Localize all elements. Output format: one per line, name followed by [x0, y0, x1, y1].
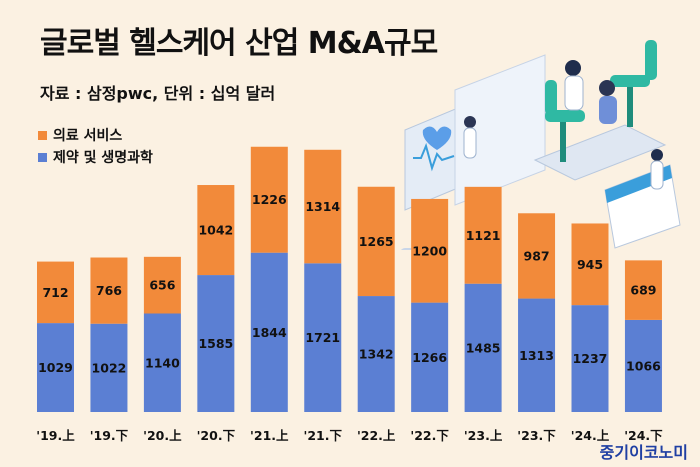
- data-label-pharma-4: 1844: [252, 325, 287, 340]
- data-label-pharma-8: 1485: [466, 340, 501, 355]
- bar-pharma-7: [411, 302, 449, 412]
- x-tick-label-10: '24.上: [571, 428, 610, 443]
- x-tick-label-7: '22.下: [410, 428, 449, 443]
- data-label-medical-services-5: 1314: [305, 199, 340, 214]
- data-label-medical-services-3: 1042: [198, 223, 233, 238]
- legend-swatch-pharma: [38, 152, 47, 162]
- data-label-medical-services-4: 1226: [252, 192, 287, 207]
- x-tick-label-2: '20.上: [143, 428, 182, 443]
- bar-medical-services-3: [197, 185, 235, 276]
- x-tick-label-6: '22.上: [357, 428, 396, 443]
- x-tick-label-0: '19.上: [36, 428, 75, 443]
- bar-medical-services-8: [464, 186, 502, 284]
- data-label-medical-services-9: 987: [524, 248, 550, 263]
- x-tick-label-9: '23.下: [517, 428, 556, 443]
- data-label-medical-services-11: 689: [630, 283, 656, 298]
- legend-label-pharma: 제약 및 생명과학: [53, 150, 153, 166]
- legend-item-pharma: 제약 및 생명과학: [38, 146, 153, 168]
- data-label-medical-services-6: 1265: [359, 234, 394, 249]
- data-label-medical-services-0: 712: [42, 285, 68, 300]
- x-tick-label-5: '21.下: [304, 428, 343, 443]
- data-label-pharma-6: 1342: [359, 347, 394, 362]
- bar-medical-services-10: [571, 223, 609, 306]
- bar-pharma-3: [197, 275, 235, 412]
- data-label-pharma-1: 1022: [92, 360, 127, 375]
- bar-pharma-2: [143, 313, 181, 412]
- x-tick-label-4: '21.上: [250, 428, 289, 443]
- x-tick-label-8: '23.上: [464, 428, 503, 443]
- chart-source-unit: 자료 : 삼정pwc, 단위 : 십억 달러: [40, 84, 276, 103]
- bar-pharma-4: [250, 252, 288, 412]
- data-label-pharma-2: 1140: [145, 355, 180, 370]
- legend-label-medical-services: 의료 서비스: [53, 128, 123, 144]
- bar-pharma-6: [357, 296, 395, 412]
- bar-medical-services-4: [250, 146, 288, 253]
- legend-item-medical-services: 의료 서비스: [38, 124, 153, 146]
- bar-medical-services-0: [37, 261, 74, 324]
- bar-medical-services-11: [624, 260, 662, 320]
- bar-medical-services-6: [357, 186, 395, 297]
- bar-pharma-10: [571, 305, 609, 412]
- bar-pharma-5: [304, 263, 342, 412]
- data-label-pharma-3: 1585: [198, 336, 233, 351]
- data-label-pharma-9: 1313: [519, 348, 554, 363]
- bar-pharma-1: [90, 323, 128, 412]
- data-label-medical-services-7: 1200: [412, 243, 447, 258]
- data-label-pharma-7: 1266: [412, 350, 447, 365]
- data-label-medical-services-8: 1121: [466, 228, 501, 243]
- bar-medical-services-9: [518, 213, 556, 299]
- bar-medical-services-7: [411, 198, 449, 303]
- x-tick-label-1: '19.下: [90, 428, 129, 443]
- data-label-medical-services-1: 766: [96, 283, 122, 298]
- data-label-pharma-5: 1721: [305, 330, 340, 345]
- bar-pharma-8: [464, 283, 502, 412]
- data-label-medical-services-10: 945: [577, 257, 603, 272]
- bar-medical-services-5: [304, 149, 342, 264]
- bar-pharma-11: [624, 319, 662, 412]
- healthcare-illustration: [401, 40, 681, 250]
- chart-title: 글로벌 헬스케어 산업 M&A규모: [40, 26, 438, 61]
- bar-medical-services-2: [143, 256, 181, 314]
- data-label-pharma-11: 1066: [626, 358, 661, 373]
- bar-pharma-9: [518, 298, 556, 412]
- data-label-medical-services-2: 656: [149, 278, 175, 293]
- x-tick-label-11: '24.下: [624, 428, 663, 443]
- bar-pharma-0: [37, 323, 74, 412]
- legend: 의료 서비스 제약 및 생명과학: [38, 124, 153, 168]
- publisher-logo: 중기이코노미: [599, 443, 688, 462]
- legend-swatch-medical-services: [38, 130, 47, 140]
- data-label-pharma-10: 1237: [573, 351, 608, 366]
- data-label-pharma-0: 1029: [38, 360, 73, 375]
- bar-medical-services-1: [90, 257, 128, 324]
- x-tick-label-3: '20.下: [197, 428, 236, 443]
